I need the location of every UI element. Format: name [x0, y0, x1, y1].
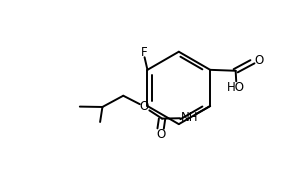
- Text: HO: HO: [227, 81, 245, 94]
- Text: O: O: [156, 128, 165, 141]
- Text: O: O: [254, 54, 263, 67]
- Text: NH: NH: [180, 111, 198, 124]
- Text: O: O: [139, 101, 149, 113]
- Text: F: F: [141, 46, 148, 59]
